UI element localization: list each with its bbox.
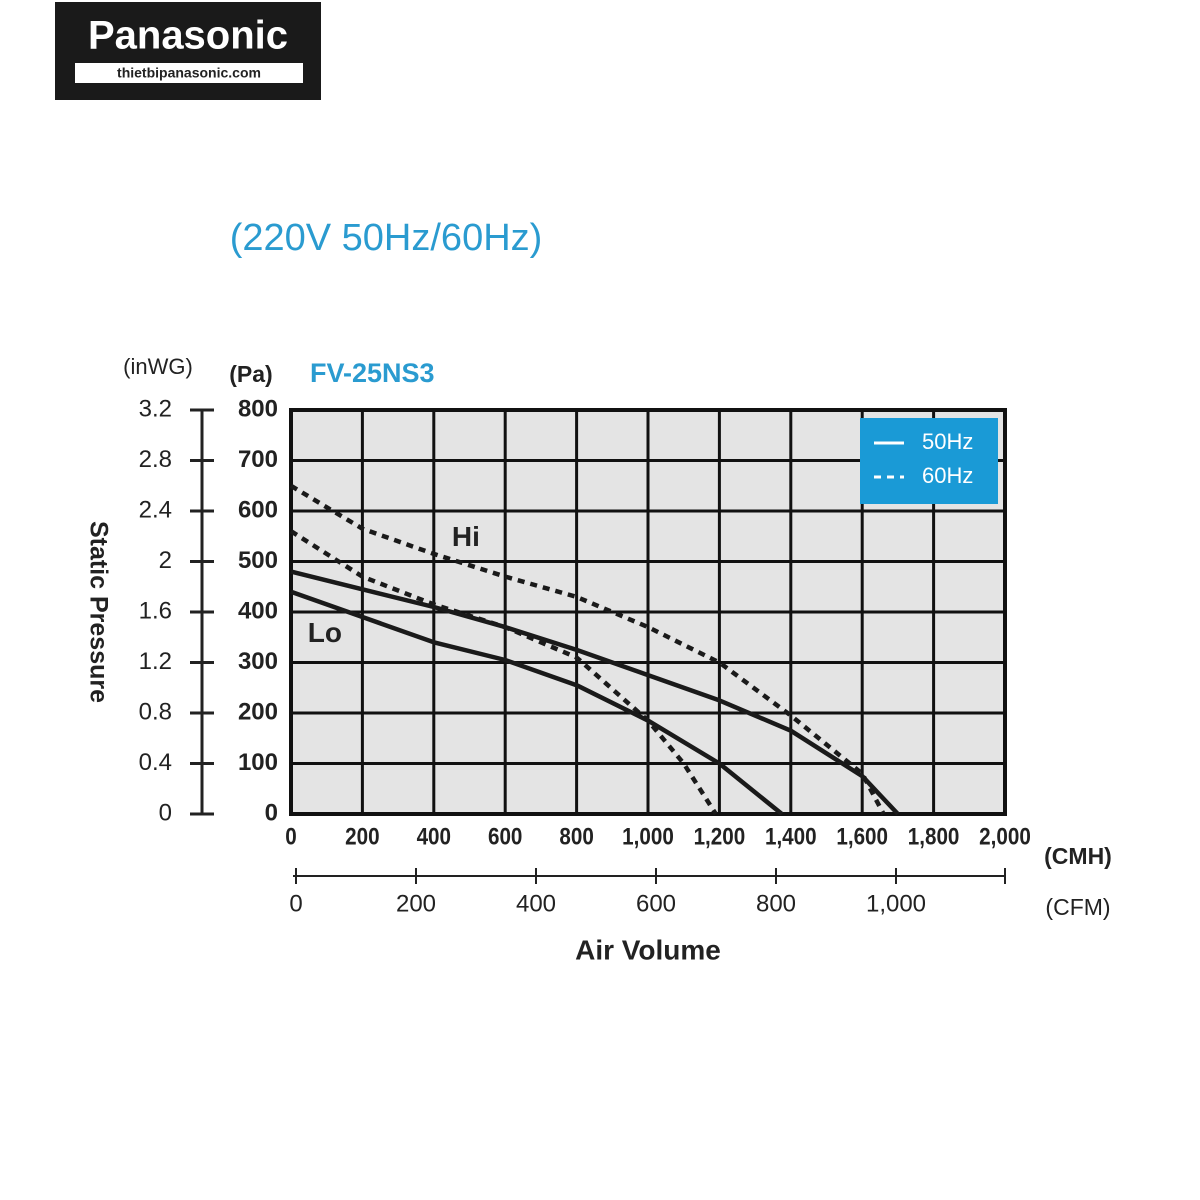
- logo-site-box: [75, 63, 303, 83]
- y-tick-label: 500: [238, 547, 278, 574]
- y-tick-label: 100: [238, 749, 278, 776]
- x2-tick-label: 200: [396, 890, 436, 917]
- y-tick-label: 0: [265, 799, 278, 826]
- x-unit: (CMH): [1044, 843, 1112, 869]
- y2-tick-label: 0.4: [139, 749, 172, 776]
- y-tick-label: 600: [238, 496, 278, 523]
- y-unit: (Pa): [229, 361, 272, 387]
- y2-tick-label: 2.8: [139, 446, 172, 473]
- x-tick-label: 600: [488, 823, 522, 850]
- y2-unit: (inWG): [123, 354, 193, 379]
- y-tick-label: 400: [238, 597, 278, 624]
- y2-tick-label: 1.6: [139, 597, 172, 624]
- series-line: [289, 529, 718, 816]
- y-tick-label: 700: [238, 446, 278, 473]
- x2-tick-label: 600: [636, 890, 676, 917]
- x-tick-label: 800: [559, 823, 593, 850]
- series-line: [290, 589, 784, 816]
- x-tick-label: 0: [285, 823, 296, 850]
- y-tick-label: 200: [238, 698, 278, 725]
- x-tick-label: 1,200: [694, 823, 746, 850]
- legend-box: [860, 418, 998, 504]
- y2-tick-label: 3.2: [139, 395, 172, 422]
- x2-tick-label: 1,000: [866, 890, 926, 917]
- chart-title: FV-25NS3: [310, 358, 435, 388]
- logo-site: thietbipanasonic.com: [117, 65, 261, 81]
- x2-tick-label: 800: [756, 890, 796, 917]
- x2-tick-label: 400: [516, 890, 556, 917]
- x-tick-label: 2,000: [979, 823, 1031, 850]
- annotation: Hi: [452, 521, 480, 552]
- y2-tick-label: 1.2: [139, 648, 172, 675]
- x-tick-label: 1,400: [765, 823, 817, 850]
- y-tick-label: 800: [238, 395, 278, 422]
- y2-tick-label: 0.8: [139, 698, 172, 725]
- y2-tick-label: 2.4: [139, 496, 172, 523]
- x-label: Air Volume: [575, 934, 721, 965]
- x-tick-label: 400: [417, 823, 451, 850]
- y2-tick-label: 0: [159, 799, 172, 826]
- x-tick-label: 1,000: [622, 823, 674, 850]
- x-tick-label: 200: [345, 823, 379, 850]
- y-label: Static Pressure: [84, 521, 112, 703]
- legend-label: 50Hz: [922, 429, 973, 454]
- series-line: [290, 569, 900, 816]
- logo-brand: Panasonic: [88, 14, 288, 58]
- x-tick-label: 1,600: [836, 823, 888, 850]
- logo-box: [55, 2, 321, 100]
- x2-tick-label: 0: [289, 890, 302, 917]
- x-tick-label: 1,800: [908, 823, 960, 850]
- plot-border: [289, 408, 1007, 816]
- legend-label: 60Hz: [922, 463, 973, 488]
- subtitle: (220V 50Hz/60Hz): [230, 217, 543, 259]
- y-tick-label: 300: [238, 648, 278, 675]
- annotation: Lo: [308, 617, 342, 648]
- series-line: [289, 483, 886, 816]
- y2-tick-label: 2: [159, 547, 172, 574]
- x2-unit: (CFM): [1045, 894, 1110, 920]
